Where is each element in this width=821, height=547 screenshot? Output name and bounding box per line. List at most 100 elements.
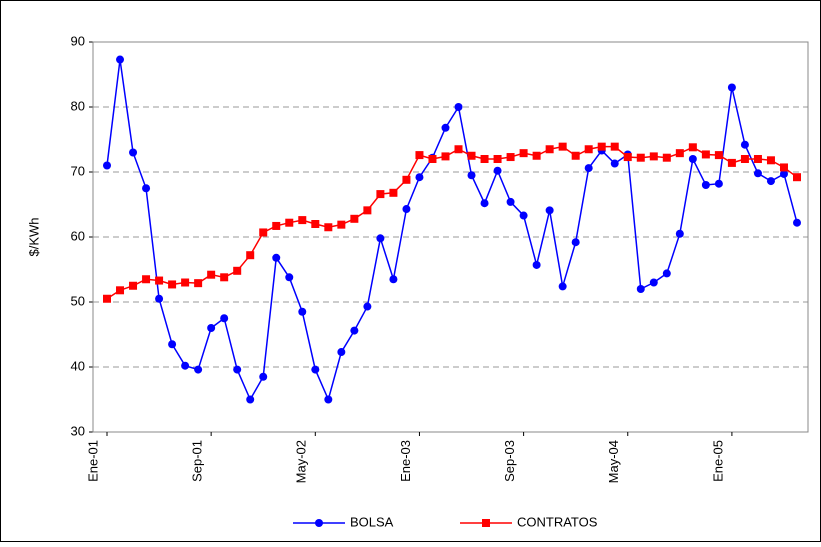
point bbox=[766, 177, 775, 186]
point bbox=[545, 206, 554, 215]
legend-marker bbox=[482, 519, 490, 527]
point bbox=[597, 142, 606, 151]
y-tick-label: 40 bbox=[71, 358, 85, 373]
point bbox=[324, 223, 333, 232]
point bbox=[363, 206, 372, 215]
point bbox=[311, 365, 320, 374]
point bbox=[194, 279, 203, 288]
point bbox=[727, 83, 736, 92]
point bbox=[350, 214, 359, 223]
point bbox=[636, 285, 645, 293]
point bbox=[441, 123, 450, 132]
point bbox=[155, 294, 164, 303]
point bbox=[793, 218, 801, 227]
point bbox=[532, 151, 541, 160]
point bbox=[389, 275, 398, 284]
point bbox=[285, 218, 294, 227]
point bbox=[259, 372, 268, 381]
point bbox=[337, 220, 346, 229]
point bbox=[506, 153, 515, 162]
point bbox=[454, 145, 463, 154]
point bbox=[259, 228, 268, 237]
point bbox=[675, 229, 684, 238]
point bbox=[610, 142, 619, 151]
legend-marker bbox=[315, 519, 323, 527]
point bbox=[415, 151, 424, 160]
point bbox=[467, 151, 476, 160]
point bbox=[285, 273, 294, 282]
y-tick-label: 60 bbox=[71, 228, 85, 243]
point bbox=[480, 199, 489, 208]
point bbox=[701, 181, 710, 189]
point bbox=[220, 314, 229, 323]
point bbox=[129, 148, 138, 157]
x-tick-label: Sep-03 bbox=[502, 440, 517, 482]
point bbox=[142, 184, 151, 193]
point bbox=[402, 175, 411, 184]
point bbox=[337, 348, 346, 357]
point bbox=[519, 149, 528, 158]
point bbox=[623, 153, 632, 162]
point bbox=[610, 159, 619, 168]
point bbox=[506, 197, 515, 206]
point bbox=[272, 253, 281, 262]
point bbox=[649, 278, 658, 287]
legend-label: CONTRATOS bbox=[517, 514, 598, 529]
y-tick-label: 80 bbox=[71, 98, 85, 113]
x-tick-label: Sep-01 bbox=[190, 440, 205, 482]
point bbox=[298, 216, 307, 225]
point bbox=[441, 152, 450, 161]
y-tick-label: 70 bbox=[71, 163, 85, 178]
point bbox=[129, 281, 138, 290]
point bbox=[142, 275, 151, 284]
y-axis-label: $/KWh bbox=[26, 217, 41, 256]
x-tick-label: Ene-01 bbox=[85, 440, 100, 482]
point bbox=[402, 205, 411, 214]
point bbox=[571, 238, 580, 247]
point bbox=[207, 270, 216, 279]
point bbox=[246, 395, 255, 404]
point bbox=[181, 278, 190, 287]
point bbox=[766, 156, 775, 165]
point bbox=[662, 269, 671, 278]
point bbox=[103, 294, 111, 303]
point bbox=[571, 151, 580, 160]
point bbox=[207, 324, 216, 332]
point bbox=[532, 260, 541, 269]
point bbox=[727, 158, 736, 167]
point bbox=[714, 179, 723, 188]
point bbox=[116, 55, 125, 64]
point bbox=[350, 326, 359, 335]
point bbox=[233, 365, 242, 374]
point bbox=[688, 143, 697, 152]
point bbox=[636, 153, 645, 162]
point bbox=[688, 155, 697, 163]
point bbox=[584, 145, 593, 154]
point bbox=[662, 153, 671, 162]
legend-label: BOLSA bbox=[350, 514, 394, 529]
point bbox=[519, 211, 528, 220]
x-tick-label: Ene-05 bbox=[710, 440, 725, 482]
point bbox=[194, 365, 203, 374]
point bbox=[103, 161, 111, 170]
point bbox=[415, 173, 424, 182]
point bbox=[116, 286, 125, 295]
point bbox=[168, 340, 177, 349]
point bbox=[181, 361, 190, 370]
point bbox=[714, 151, 723, 160]
point bbox=[363, 302, 372, 311]
point bbox=[779, 163, 788, 172]
point bbox=[376, 190, 385, 199]
x-tick-label: Ene-03 bbox=[398, 440, 413, 482]
point bbox=[740, 140, 749, 149]
point bbox=[493, 166, 502, 175]
point bbox=[376, 234, 385, 243]
point bbox=[324, 395, 333, 404]
point bbox=[428, 155, 437, 163]
point bbox=[701, 150, 710, 159]
point bbox=[584, 164, 593, 173]
point bbox=[558, 142, 567, 151]
point bbox=[298, 307, 307, 316]
